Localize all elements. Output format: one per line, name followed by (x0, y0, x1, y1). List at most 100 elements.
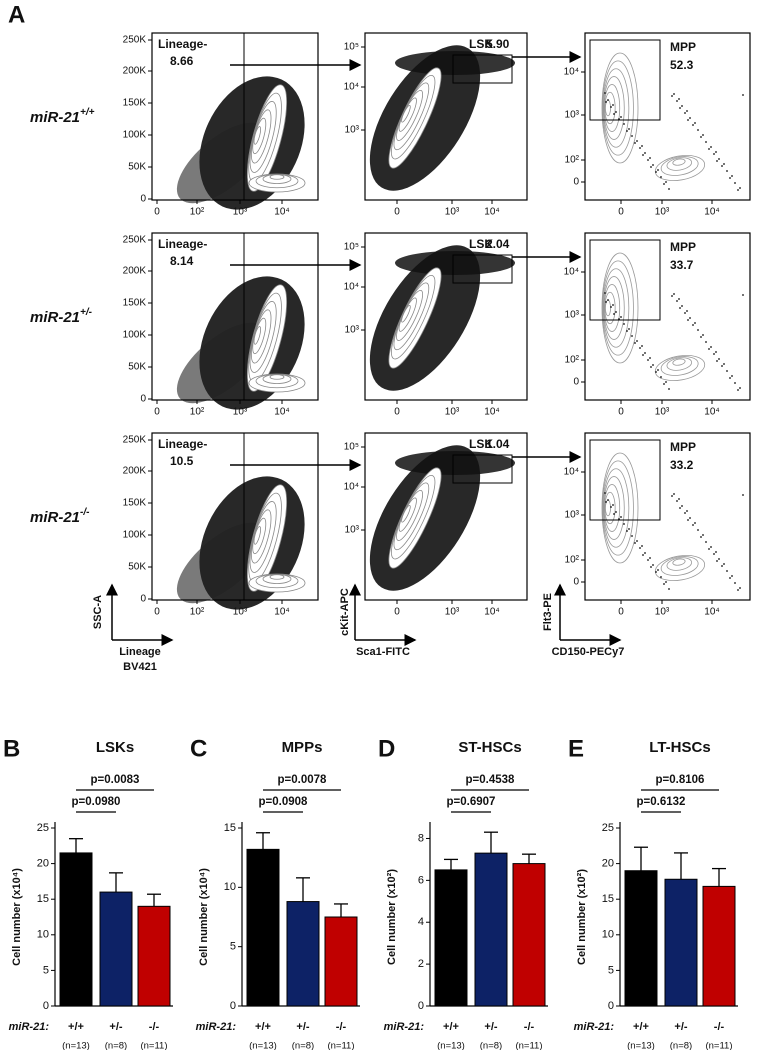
event-dot (650, 566, 652, 568)
event-dot (665, 181, 667, 183)
gate-label: LSK (469, 437, 493, 451)
event-dot (742, 294, 744, 296)
x-tick-label: 0 (154, 607, 160, 618)
x-tick-label: 10⁴ (274, 607, 289, 618)
event-dot (673, 493, 675, 495)
event-dot (605, 301, 607, 303)
y-axis-label: Cell number (x10²) (386, 869, 398, 965)
plot-frame (584, 432, 751, 601)
genotype-label: miR-21-/- (30, 507, 90, 526)
contour (603, 276, 625, 340)
event-dot (716, 160, 718, 162)
genotype-sup: +/- (80, 307, 93, 318)
x-tick-label: +/+ (68, 1021, 84, 1033)
event-dot (610, 106, 612, 108)
density-cloud (395, 251, 515, 275)
event-dot (721, 565, 723, 567)
contour (603, 284, 621, 332)
y-tick-label: 250K (123, 435, 147, 446)
panel-letter: C (190, 735, 207, 762)
event-dot (663, 583, 665, 585)
x-tick-label: +/+ (443, 1021, 459, 1033)
contour (602, 60, 634, 156)
contour (401, 505, 411, 523)
event-dot (639, 347, 641, 349)
flow-plot: 0 10² 10³ 10⁴ 0 10³ 10⁴ (564, 32, 751, 218)
gate-box (589, 239, 661, 321)
category-note: (n=11) (327, 1041, 354, 1050)
event-dot (721, 165, 723, 167)
y-tick-label: 10 (224, 881, 236, 893)
x-tick-label: 10⁴ (704, 607, 719, 618)
event-dot (737, 189, 739, 191)
y-tick-label: 10 (602, 929, 614, 941)
event-dot (631, 535, 633, 537)
event-dot (612, 504, 614, 506)
y-tick-label: 2 (418, 958, 424, 970)
gate-box (452, 454, 513, 484)
x-tick-label: -/- (524, 1021, 535, 1033)
flow-plot: 10³ 10⁴ 10⁵ 0 10³ 10⁴ (344, 32, 528, 218)
y-axis-label: Cell number (x10⁴) (198, 868, 210, 966)
event-dot (687, 319, 689, 321)
event-dot (623, 323, 625, 325)
flow-plot: 0 50K 100K 150K 200K 250K 0 10² 10³ 10⁴ (123, 232, 319, 418)
category-note: (n=13) (627, 1041, 655, 1050)
bar (286, 901, 320, 1007)
event-dot (647, 559, 649, 561)
event-dot (626, 330, 628, 332)
event-dot (628, 528, 630, 530)
event-dot (700, 336, 702, 338)
event-dot (710, 346, 712, 348)
event-dot (634, 542, 636, 544)
y-tick-label: 100K (123, 130, 147, 141)
contour (660, 356, 699, 376)
panel-letter: E (568, 735, 584, 762)
event-dot (708, 148, 710, 150)
y-tick-label: 20 (602, 858, 614, 870)
gate-box (452, 54, 513, 84)
event-dot (723, 563, 725, 565)
event-dot (620, 116, 622, 118)
event-dot (678, 98, 680, 100)
flow-plot: 0 10² 10³ 10⁴ 0 10³ 10⁴ (564, 432, 751, 618)
p-value: p=0.0980 (72, 796, 121, 808)
y-tick-label: 10⁴ (564, 267, 579, 278)
contour (672, 158, 686, 166)
x-tick-label: 10³ (655, 207, 670, 218)
flow-plot: 0 50K 100K 150K 200K 250K 0 10² 10³ 10⁴ (123, 432, 319, 618)
axis-label: cKit-APC (339, 588, 351, 636)
event-dot (729, 177, 731, 179)
event-dot (671, 95, 673, 97)
y-tick-label: 10⁴ (344, 282, 359, 293)
event-dot (604, 92, 606, 94)
y-tick-label: 200K (123, 66, 147, 77)
y-tick-label: 6 (418, 874, 424, 886)
plot-frame (364, 32, 528, 201)
event-dot (713, 353, 715, 355)
event-dot (647, 159, 649, 161)
event-dot (689, 117, 691, 119)
bar (664, 878, 698, 1007)
event-dot (705, 541, 707, 543)
contour (602, 460, 634, 556)
gate-value: 33.7 (670, 258, 694, 272)
category-note: (n=8) (292, 1041, 314, 1050)
contour (253, 126, 262, 145)
y-tick-label: 0 (573, 577, 579, 588)
x-tick-label: 10³ (445, 207, 460, 218)
bar (324, 916, 358, 1007)
event-dot (737, 389, 739, 391)
axis-label: SSC-A (92, 595, 104, 629)
event-dot (742, 494, 744, 496)
x-tick-label: 10⁴ (274, 407, 289, 418)
event-dot (718, 158, 720, 160)
y-tick-label: 10³ (345, 525, 360, 536)
event-dot (655, 571, 657, 573)
event-dot (657, 369, 659, 371)
genotype-name: miR-21 (30, 109, 80, 126)
event-dot (671, 495, 673, 497)
chart-title: LSKs (96, 739, 134, 756)
event-dot (636, 540, 638, 542)
x-tick-label: 10³ (655, 407, 670, 418)
